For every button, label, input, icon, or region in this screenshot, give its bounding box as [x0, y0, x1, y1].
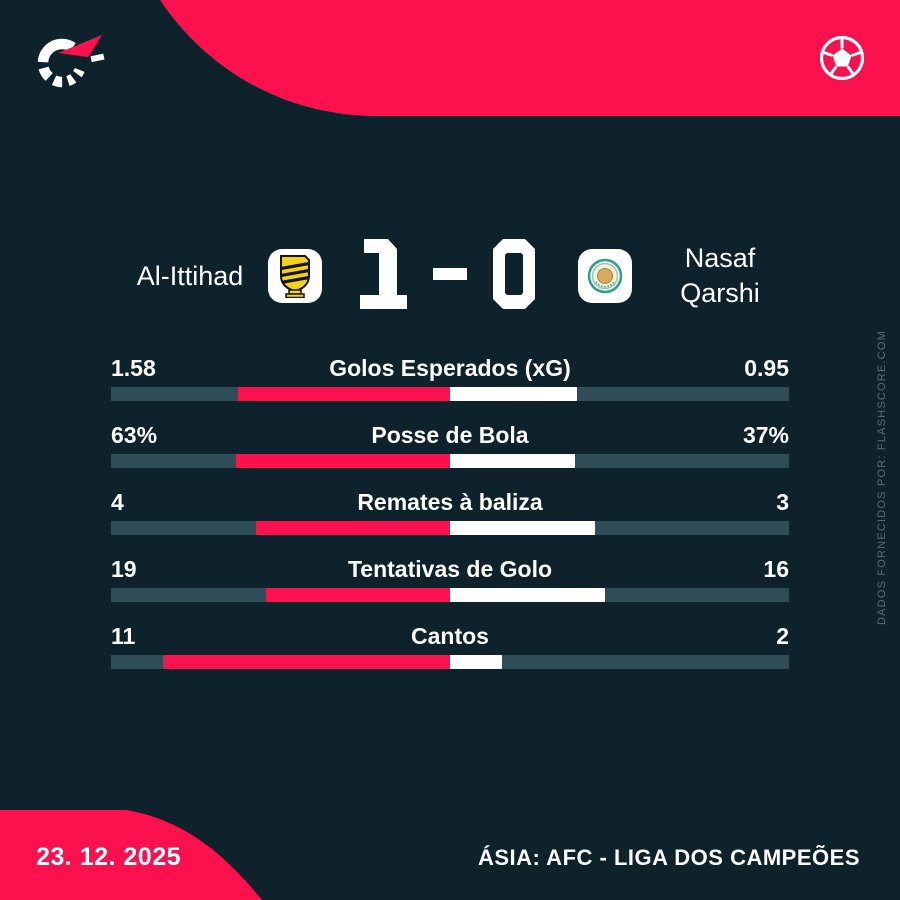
flashscore-spinner-icon — [37, 35, 105, 88]
score-digit — [360, 239, 407, 309]
stat-bar-track — [111, 655, 789, 669]
score-display — [360, 239, 535, 309]
stat-row: 1.58 Golos Esperados (xG) 0.95 — [111, 354, 789, 401]
stat-label: Cantos — [411, 623, 489, 649]
stat-bar-track — [111, 588, 789, 602]
away-team-name: Nasaf Qarshi — [620, 241, 820, 311]
score-digit — [433, 268, 467, 280]
bottom-accent-band — [0, 810, 262, 900]
stat-away-value: 16 — [763, 556, 789, 582]
stat-home-value: 4 — [111, 489, 124, 515]
stat-home-value: 19 — [111, 556, 137, 582]
stat-away-value: 2 — [776, 623, 789, 649]
stat-away-value: 3 — [776, 489, 789, 515]
stat-home-value: 1.58 — [111, 355, 156, 381]
stat-bar-away-segment — [450, 655, 503, 669]
stat-row: 11 Cantos 2 — [111, 622, 789, 669]
stat-bar-away-segment — [450, 454, 576, 468]
stat-home-value: 11 — [111, 623, 136, 649]
stat-bar-track — [111, 521, 789, 535]
stat-label: Golos Esperados (xG) — [329, 355, 571, 381]
score-digit — [493, 239, 535, 309]
al-ittihad-crest — [280, 255, 310, 298]
stat-row: 63% Posse de Bola 37% — [111, 421, 789, 468]
stat-bar-home-segment — [256, 521, 450, 535]
home-team-name: Al-Ittihad — [136, 261, 244, 291]
stat-bar-home-segment — [238, 387, 450, 401]
stat-bar-home-segment — [163, 655, 450, 669]
match-date: 23. 12. 2025 — [36, 843, 182, 871]
stat-row: 4 Remates à baliza 3 — [111, 488, 789, 535]
stat-label: Tentativas de Golo — [347, 556, 553, 582]
away-team-name-line2: Qarshi — [680, 278, 760, 308]
competition-label: ÁSIA: AFC - LIGA DOS CAMPEÕES — [478, 845, 860, 870]
stats-list: 1.58 Golos Esperados (xG) 0.95 63% Posse… — [111, 354, 789, 689]
stat-bar-home-segment — [236, 454, 450, 468]
stat-bar-track — [111, 387, 789, 401]
stat-row: 19 Tentativas de Golo 16 — [111, 555, 789, 602]
data-provider-watermark: DADOS FORNECIDOS POR: FLASHSCORE.COM — [876, 329, 888, 625]
stat-label: Remates à baliza — [357, 489, 543, 515]
away-team-name-line1: Nasaf — [684, 243, 756, 273]
stat-bar-home-segment — [265, 588, 450, 602]
stat-home-value: 63% — [111, 422, 158, 448]
soccer-ball-icon — [819, 35, 865, 81]
nasaf-qarshi-crest — [587, 258, 623, 294]
stat-away-value: 37% — [742, 422, 789, 448]
stat-label: Posse de Bola — [371, 422, 529, 448]
stat-bar-away-segment — [450, 521, 596, 535]
stat-bar-away-segment — [450, 387, 578, 401]
top-accent-band — [160, 0, 900, 116]
home-team-badge — [268, 249, 322, 303]
stat-away-value: 0.95 — [744, 355, 789, 381]
away-team-badge — [578, 249, 632, 303]
stat-bar-track — [111, 454, 789, 468]
stat-bar-away-segment — [450, 588, 605, 602]
